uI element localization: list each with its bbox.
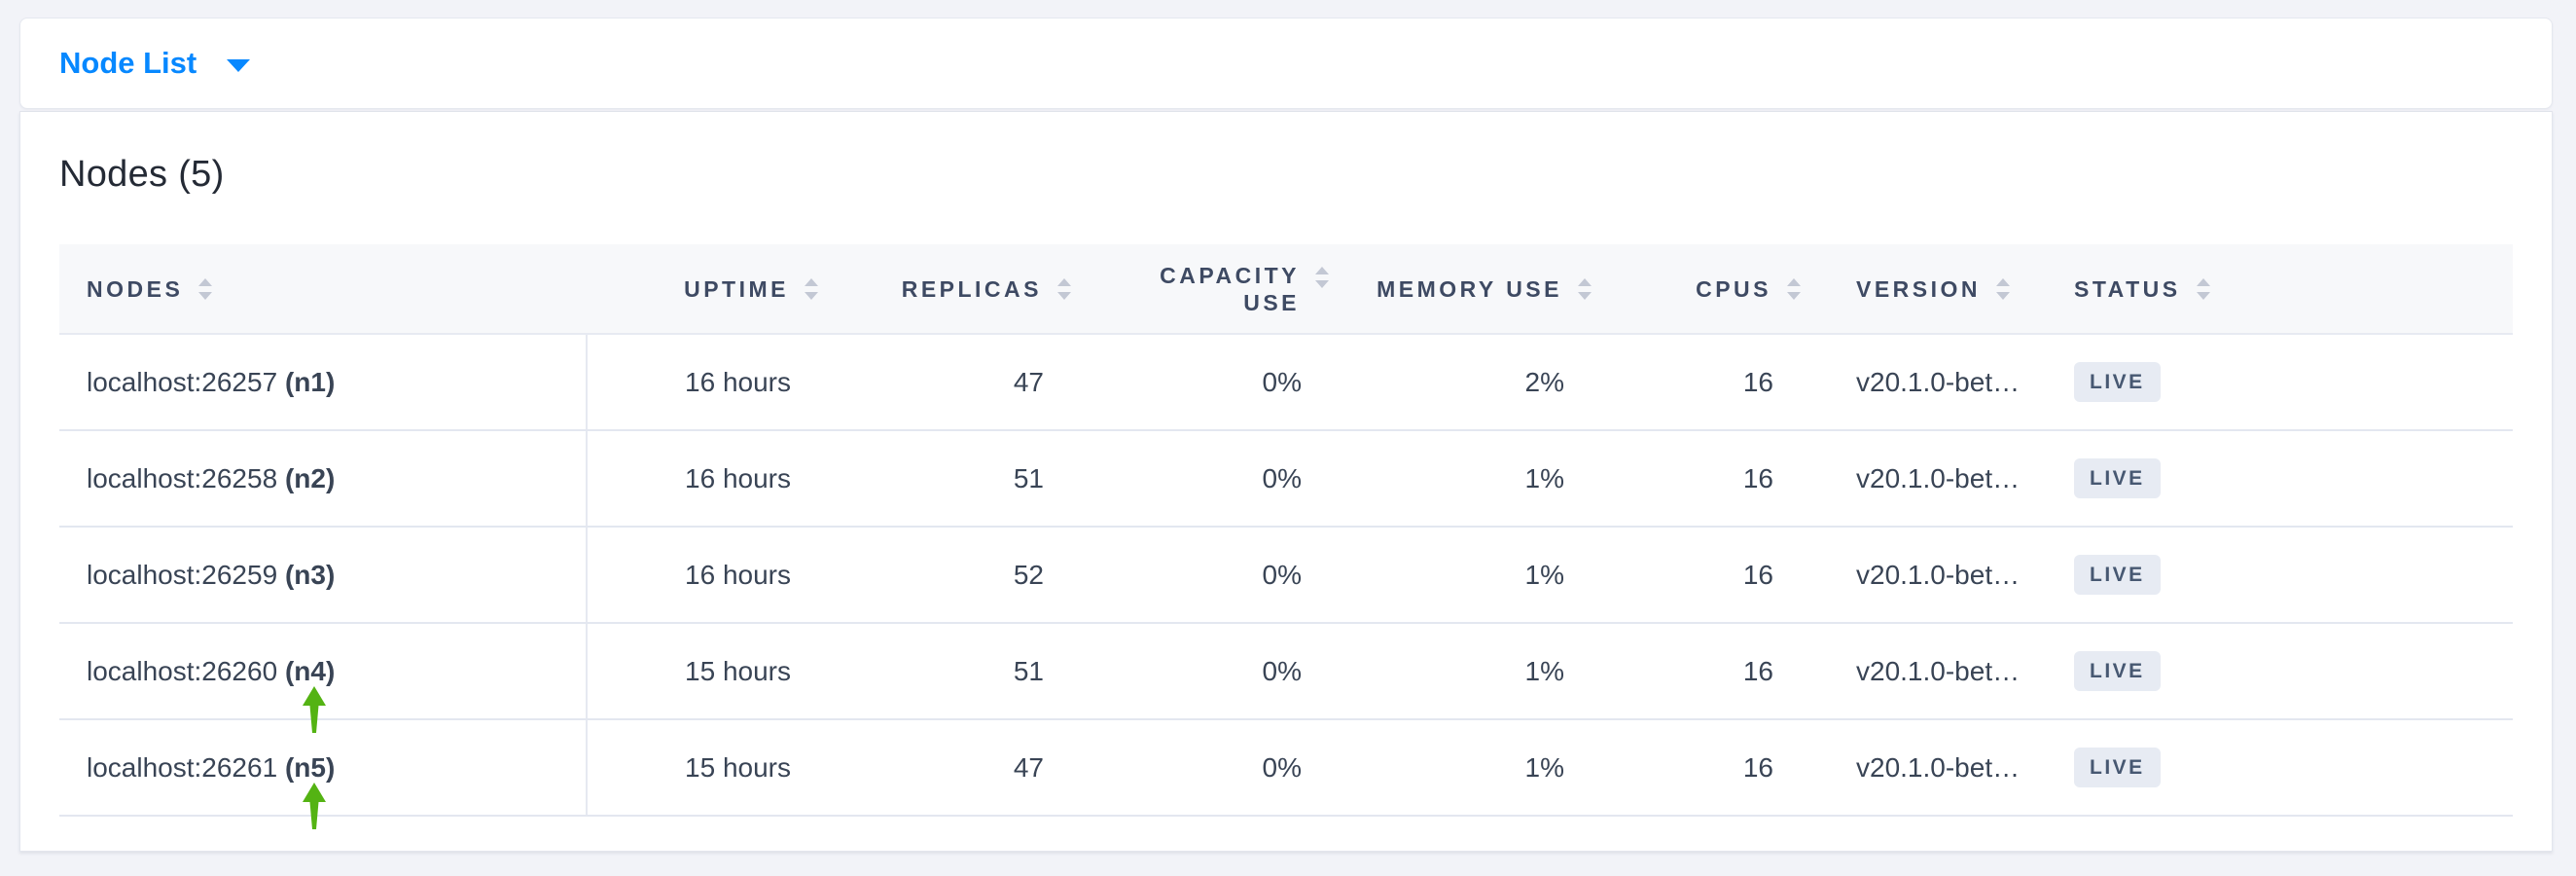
cell-memory: 1% bbox=[1341, 623, 1603, 720]
column-header-capacity[interactable]: CAPACITY USE bbox=[1083, 244, 1341, 335]
cell-node-name[interactable]: localhost:26258 (n2) bbox=[59, 430, 588, 528]
node-address: localhost:26258 bbox=[87, 462, 285, 493]
cell-cpus: 16 bbox=[1603, 719, 1812, 817]
column-label: VERSION bbox=[1856, 275, 1982, 302]
cell-status: LIVE bbox=[2051, 719, 2513, 817]
cell-replicas: 51 bbox=[830, 430, 1083, 528]
cell-uptime: 15 hours bbox=[587, 623, 830, 720]
sort-arrows-icon bbox=[1574, 275, 1595, 303]
cell-replicas: 47 bbox=[830, 719, 1083, 817]
cell-status: LIVE bbox=[2051, 430, 2513, 528]
status-badge: LIVE bbox=[2074, 458, 2161, 498]
sort-arrows-icon bbox=[2193, 275, 2214, 303]
table-row[interactable]: localhost:26257 (n1) 16 hours 47 0% 2% 16 v20.… bbox=[59, 334, 2513, 431]
sort-arrows-icon bbox=[1311, 264, 1333, 291]
cell-uptime: 16 hours bbox=[587, 334, 830, 431]
cell-uptime: 16 hours bbox=[587, 527, 830, 624]
column-header-status[interactable]: STATUS bbox=[2051, 244, 2513, 335]
cell-version: v20.1.0-bet… bbox=[1812, 430, 2051, 528]
node-id: (n4) bbox=[284, 655, 336, 686]
nodes-table-header: NODES UPTIME REPLICAS CAPACITY USE MEMORY USE… bbox=[59, 244, 2513, 335]
cell-capacity: 0% bbox=[1083, 719, 1341, 817]
column-label: NODES bbox=[87, 275, 184, 302]
table-row[interactable]: localhost:26258 (n2) 16 hours 51 0% 1% 16 v20.… bbox=[59, 430, 2513, 528]
node-id: (n3) bbox=[284, 559, 336, 590]
column-header-nodes[interactable]: NODES bbox=[59, 244, 587, 335]
status-badge: LIVE bbox=[2074, 362, 2161, 402]
nodes-table: NODES UPTIME REPLICAS CAPACITY USE MEMORY USE… bbox=[59, 244, 2513, 829]
cell-uptime: 15 hours bbox=[587, 719, 830, 817]
sort-arrows-icon bbox=[801, 275, 822, 303]
cell-cpus: 16 bbox=[1603, 334, 1812, 431]
table-row[interactable]: localhost:26260 (n4) 15 hours 51 0% 1% 16 v20.… bbox=[59, 623, 2513, 733]
status-badge: LIVE bbox=[2074, 651, 2161, 691]
cell-version: v20.1.0-bet… bbox=[1812, 527, 2051, 624]
cell-cpus: 16 bbox=[1603, 623, 1812, 720]
cell-replicas: 47 bbox=[830, 334, 1083, 431]
sort-arrows-icon bbox=[1992, 275, 2014, 303]
cell-status: LIVE bbox=[2051, 527, 2513, 624]
node-id: (n1) bbox=[284, 366, 336, 397]
cell-uptime: 16 hours bbox=[587, 430, 830, 528]
table-row[interactable]: localhost:26261 (n5) 15 hours 47 0% 1% 16 v20.… bbox=[59, 719, 2513, 829]
sort-arrows-icon bbox=[1783, 275, 1805, 303]
annotation-arrow-icon bbox=[302, 686, 327, 733]
column-header-cpus[interactable]: CPUS bbox=[1603, 244, 1812, 335]
cell-replicas: 52 bbox=[830, 527, 1083, 624]
status-badge: LIVE bbox=[2074, 748, 2161, 787]
node-address: localhost:26260 bbox=[87, 655, 285, 686]
cell-capacity: 0% bbox=[1083, 334, 1341, 431]
cell-version: v20.1.0-bet… bbox=[1812, 623, 2051, 720]
cell-version: v20.1.0-bet… bbox=[1812, 334, 2051, 431]
sort-arrows-icon bbox=[1054, 275, 1075, 303]
column-header-memory[interactable]: MEMORY USE bbox=[1341, 244, 1603, 335]
sort-arrows-icon bbox=[195, 275, 216, 303]
node-id: (n5) bbox=[284, 751, 336, 783]
cell-status: LIVE bbox=[2051, 334, 2513, 431]
cell-node-name[interactable]: localhost:26260 (n4) bbox=[59, 623, 588, 733]
cell-node-name[interactable]: localhost:26257 (n1) bbox=[59, 334, 588, 431]
panel-title: Nodes (5) bbox=[59, 154, 225, 195]
cell-status: LIVE bbox=[2051, 623, 2513, 720]
column-header-uptime[interactable]: UPTIME bbox=[587, 244, 830, 335]
cell-memory: 2% bbox=[1341, 334, 1603, 431]
column-label: REPLICAS bbox=[901, 275, 1042, 302]
annotation-arrow-icon bbox=[302, 783, 327, 829]
column-label: CAPACITY USE bbox=[1160, 262, 1300, 315]
cell-memory: 1% bbox=[1341, 430, 1603, 528]
cell-capacity: 0% bbox=[1083, 623, 1341, 720]
cell-node-name[interactable]: localhost:26261 (n5) bbox=[59, 719, 588, 829]
node-id: (n2) bbox=[284, 462, 336, 493]
nodes-panel: Nodes (5) NODES UPTIME REPLICAS CAPACITY USE… bbox=[19, 111, 2553, 852]
node-address: localhost:26257 bbox=[87, 366, 285, 397]
cell-memory: 1% bbox=[1341, 527, 1603, 624]
cell-capacity: 0% bbox=[1083, 430, 1341, 528]
status-badge: LIVE bbox=[2074, 555, 2161, 595]
node-address: localhost:26261 bbox=[87, 751, 285, 783]
column-label: UPTIME bbox=[684, 275, 789, 302]
node-list-dropdown[interactable]: Node List bbox=[59, 46, 251, 81]
column-header-version[interactable]: VERSION bbox=[1812, 244, 2051, 335]
node-address: localhost:26259 bbox=[87, 559, 285, 590]
cell-cpus: 16 bbox=[1603, 430, 1812, 528]
cell-capacity: 0% bbox=[1083, 527, 1341, 624]
view-selector-bar: Node List bbox=[19, 18, 2553, 109]
cell-version: v20.1.0-bet… bbox=[1812, 719, 2051, 817]
column-label: STATUS bbox=[2074, 275, 2181, 302]
column-label: CPUS bbox=[1696, 275, 1771, 302]
cell-replicas: 51 bbox=[830, 623, 1083, 720]
column-label: MEMORY USE bbox=[1377, 275, 1562, 302]
cell-cpus: 16 bbox=[1603, 527, 1812, 624]
table-row[interactable]: localhost:26259 (n3) 16 hours 52 0% 1% 16 v20.… bbox=[59, 527, 2513, 624]
column-header-replicas[interactable]: REPLICAS bbox=[830, 244, 1083, 335]
cell-node-name[interactable]: localhost:26259 (n3) bbox=[59, 527, 588, 624]
cell-memory: 1% bbox=[1341, 719, 1603, 817]
node-list-dropdown-label: Node List bbox=[59, 46, 197, 80]
chevron-down-icon bbox=[226, 58, 251, 73]
